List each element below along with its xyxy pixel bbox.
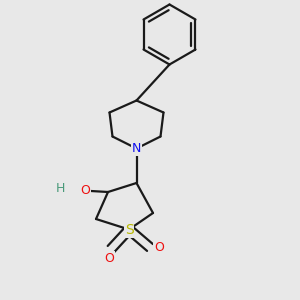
Text: O: O (81, 184, 90, 197)
Text: N: N (132, 142, 141, 155)
Text: S: S (124, 223, 134, 236)
Text: H: H (55, 182, 65, 196)
Text: O: O (105, 251, 114, 265)
Text: O: O (154, 241, 164, 254)
